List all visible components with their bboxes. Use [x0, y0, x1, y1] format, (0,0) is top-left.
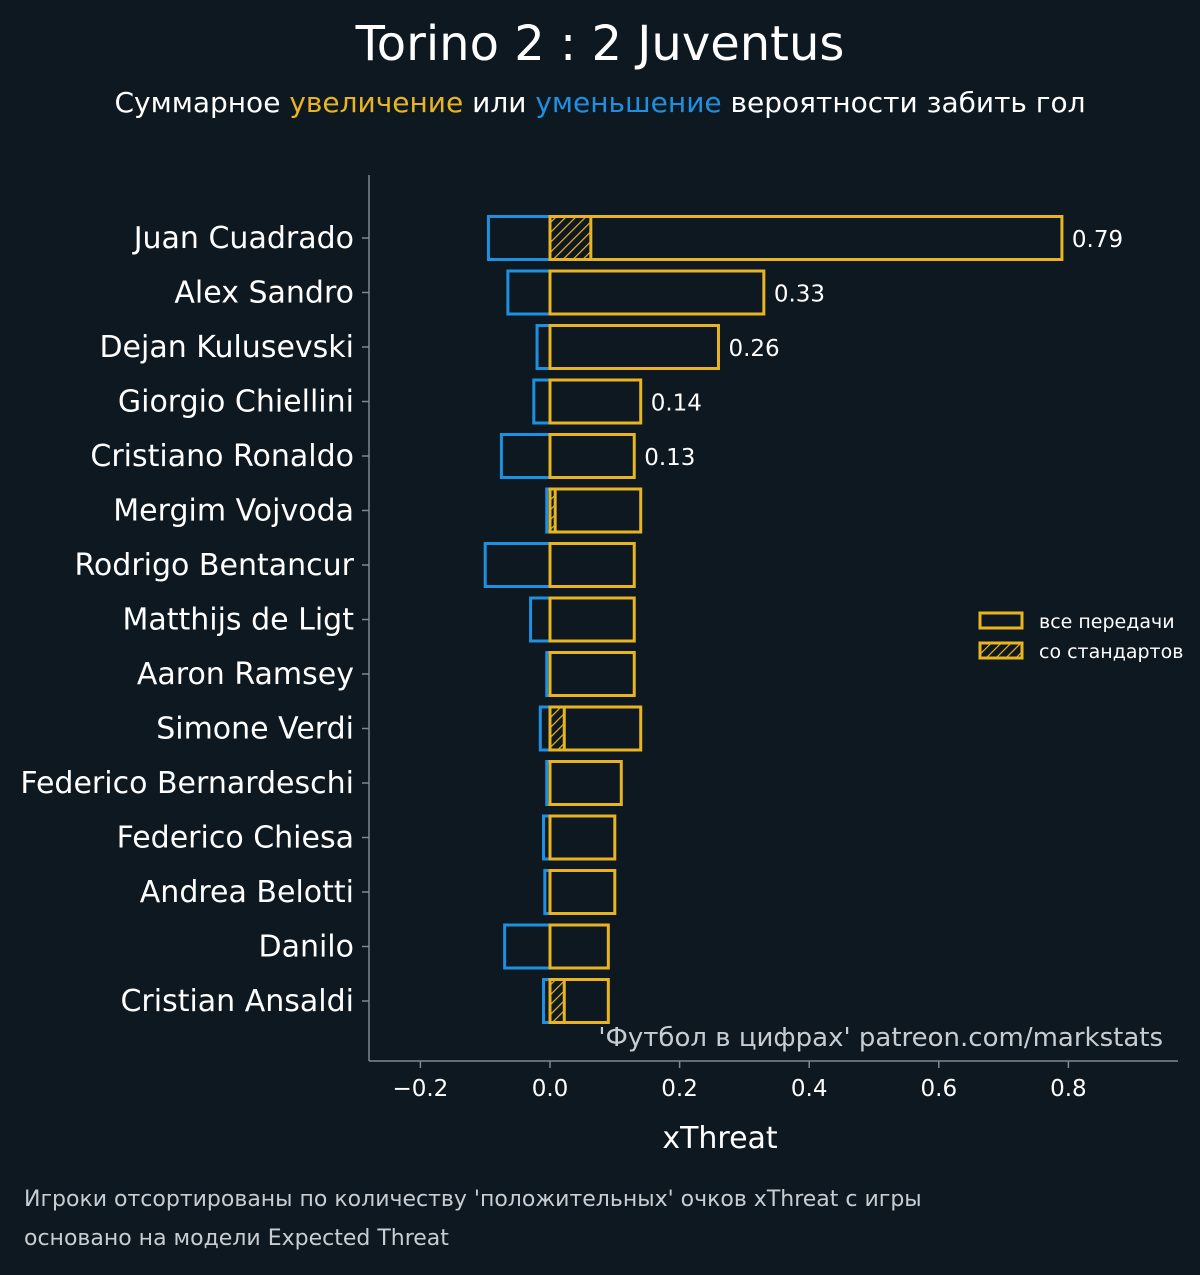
footnote-model: основано на модели Expected Threat: [24, 1226, 449, 1251]
player-label: Alex Sandro: [174, 276, 354, 311]
chart-subtitle: Суммарное увеличение или уменьшение веро…: [0, 86, 1200, 119]
player-label: Federico Bernardeschi: [20, 766, 354, 801]
legend-swatch-all-passes: [978, 611, 1024, 630]
player-label: Simone Verdi: [156, 712, 354, 747]
legend-label-all-passes: все передачи: [1039, 611, 1175, 633]
subtitle-middle: или: [463, 86, 536, 119]
positive-bar: [548, 596, 636, 643]
player-label: Juan Cuadrado: [132, 221, 354, 256]
set-piece-bar: [548, 215, 593, 261]
positive-bar: [548, 923, 610, 970]
negative-bar: [535, 324, 552, 370]
player-label: Andrea Belotti: [140, 875, 354, 910]
player-label: Danilo: [258, 930, 354, 965]
legend-swatch-set-pieces: [978, 641, 1024, 660]
negative-bar: [483, 542, 552, 588]
x-tick-label: 0.4: [791, 1076, 828, 1102]
player-label: Cristiano Ronaldo: [90, 439, 354, 474]
positive-bar: [548, 269, 766, 316]
positive-bar: [548, 651, 636, 697]
subtitle-suffix: вероятности забить гол: [721, 86, 1086, 119]
subtitle-prefix: Суммарное: [114, 86, 290, 119]
player-label: Giorgio Chiellini: [118, 385, 354, 420]
negative-bar: [532, 378, 552, 425]
player-label: Matthijs de Ligt: [122, 603, 354, 638]
set-piece-bar: [548, 705, 566, 752]
positive-bar: [548, 433, 636, 479]
value-label: 0.26: [728, 336, 779, 362]
negative-bar: [503, 923, 552, 970]
labels-group: Juan Cuadrado 0.79 Alex Sandro 0.33 Dejan Ku…: [20, 221, 1163, 1156]
value-label: 0.79: [1072, 227, 1123, 253]
x-tick-label: 0.6: [921, 1076, 958, 1102]
bars-group: [483, 215, 1064, 1024]
positive-bar: [548, 487, 643, 534]
player-label: Mergim Vojvoda: [113, 494, 354, 529]
axes-group: [362, 175, 1178, 1068]
subtitle-decrease-word: уменьшение: [535, 86, 722, 119]
positive-bar: [548, 869, 617, 915]
value-label: 0.33: [774, 282, 825, 308]
positive-bar: [548, 814, 617, 861]
negative-bar: [499, 433, 552, 479]
negative-bar: [529, 596, 552, 643]
positive-bar: [548, 542, 636, 588]
player-label: Aaron Ramsey: [137, 657, 354, 692]
positive-bar: [548, 378, 643, 425]
x-tick-label: 0.8: [1050, 1076, 1087, 1102]
negative-bar: [506, 269, 552, 316]
subtitle-increase-word: увеличение: [289, 86, 464, 119]
positive-bar: [548, 324, 720, 370]
footnote-sorting: Игроки отсортированы по количеству 'поло…: [24, 1187, 922, 1212]
value-label: 0.13: [644, 445, 695, 471]
legend: все передачи со стандартов: [978, 611, 1183, 663]
x-tick-label: −0.2: [392, 1076, 448, 1102]
x-tick-label: 0.2: [661, 1076, 698, 1102]
negative-bar: [486, 215, 552, 261]
watermark: 'Футбол в цифрах' patreon.com/markstats: [598, 1023, 1163, 1053]
player-label: Cristian Ansaldi: [120, 984, 354, 1019]
x-axis-label: xThreat: [662, 1121, 778, 1156]
positive-bar: [548, 760, 623, 806]
value-label: 0.14: [651, 391, 702, 417]
player-label: Federico Chiesa: [117, 821, 354, 856]
player-label: Dejan Kulusevski: [99, 330, 354, 365]
chart-title: Torino 2 : 2 Juventus: [355, 16, 845, 72]
positive-bar: [548, 978, 610, 1024]
x-tick-label: 0.0: [532, 1076, 569, 1102]
legend-label-set-pieces: со стандартов: [1039, 641, 1183, 663]
set-piece-bar: [548, 978, 566, 1024]
positive-bar: [548, 215, 1064, 261]
positive-bar: [548, 705, 643, 752]
player-label: Rodrigo Bentancur: [74, 548, 354, 583]
